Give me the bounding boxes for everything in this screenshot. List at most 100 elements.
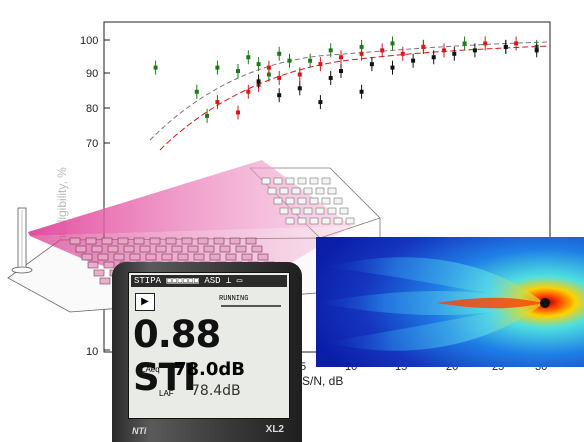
data-point <box>277 75 282 80</box>
data-point <box>328 48 333 53</box>
seat <box>155 245 167 253</box>
data-point <box>339 55 343 60</box>
sti-value: 0.88 STI <box>133 313 221 399</box>
fit-curve <box>149 41 549 141</box>
seat <box>93 269 105 277</box>
data-point <box>236 110 240 115</box>
data-point <box>359 51 364 56</box>
seat <box>309 197 319 205</box>
y-axis: 100 90 80 70 10 <box>80 35 110 358</box>
seat <box>91 245 103 253</box>
data-point <box>236 69 240 74</box>
data-point <box>318 62 323 67</box>
seat <box>321 217 331 225</box>
seat <box>309 177 319 185</box>
seat <box>87 261 99 269</box>
seat <box>297 217 307 225</box>
data-point <box>462 41 467 46</box>
seat <box>267 187 277 195</box>
seat <box>251 245 263 253</box>
seat <box>297 177 307 185</box>
data-point <box>503 44 508 49</box>
data-point <box>308 58 313 63</box>
seat <box>273 197 283 205</box>
sound-field-heatmap <box>316 237 584 367</box>
data-point <box>277 93 282 98</box>
seat <box>123 245 135 253</box>
data-point <box>256 79 261 84</box>
data-point <box>483 41 488 46</box>
seat <box>133 237 145 245</box>
seat <box>285 177 295 185</box>
seat <box>97 253 109 261</box>
seat <box>81 253 93 261</box>
meter-bottom-bezel: NTi XL2 <box>128 420 288 442</box>
seat <box>315 207 325 215</box>
data-point <box>534 48 539 53</box>
seat <box>339 207 349 215</box>
seat <box>113 253 125 261</box>
seat <box>273 177 283 185</box>
data-point <box>380 48 385 53</box>
data-point <box>390 41 395 46</box>
brand-logo: NTi <box>132 426 147 436</box>
seat <box>177 253 189 261</box>
laeq-value: 78.0dB <box>174 359 246 380</box>
data-point <box>359 89 364 94</box>
data-point <box>215 100 220 105</box>
data-point <box>318 100 323 105</box>
seat <box>103 261 115 269</box>
seat <box>321 177 331 185</box>
seat <box>129 253 141 261</box>
y-tick-label: 90 <box>86 68 98 80</box>
seat <box>213 237 225 245</box>
scatter-series <box>153 36 539 123</box>
seat <box>333 197 343 205</box>
play-icon[interactable]: ▶ <box>135 293 155 311</box>
seat <box>107 245 119 253</box>
meter-screen: STIPA ▣▣▣▣▣▣ ASD ⟂ ▭ ▶ RUNNING 0.88 STI … <box>128 272 290 419</box>
data-point <box>431 55 436 60</box>
seat <box>235 245 247 253</box>
seat <box>315 187 325 195</box>
seat <box>225 253 237 261</box>
fit-curve <box>159 45 549 151</box>
seat <box>101 237 113 245</box>
seat <box>303 207 313 215</box>
seat <box>285 197 295 205</box>
seat <box>187 245 199 253</box>
x-tick-label: 5 <box>300 361 306 373</box>
seat <box>117 237 129 245</box>
seat <box>297 197 307 205</box>
y-tick-label: 80 <box>86 103 98 115</box>
progress-bar <box>221 305 281 307</box>
seat <box>279 207 289 215</box>
seat <box>345 217 355 225</box>
seat <box>99 277 111 285</box>
data-point <box>514 41 519 46</box>
model-label: XL2 <box>265 424 284 435</box>
seat <box>303 187 313 195</box>
x-axis-label: S/N, dB <box>302 374 344 388</box>
seat <box>171 245 183 253</box>
seat <box>321 197 331 205</box>
laf-label: LAF <box>159 389 174 398</box>
data-point <box>266 65 271 70</box>
seat <box>75 245 87 253</box>
data-point <box>472 48 477 53</box>
seat <box>165 237 177 245</box>
seat <box>203 245 215 253</box>
data-point <box>215 65 220 70</box>
seat <box>85 237 97 245</box>
seat <box>181 237 193 245</box>
data-point <box>246 89 251 94</box>
seat <box>333 217 343 225</box>
seat <box>149 237 161 245</box>
xl2-meter-device: STIPA ▣▣▣▣▣▣ ASD ⟂ ▭ ▶ RUNNING 0.88 STI … <box>112 262 302 442</box>
data-point <box>369 62 374 67</box>
data-point <box>400 51 405 56</box>
data-point <box>390 65 395 70</box>
data-point <box>442 48 446 53</box>
seat <box>327 187 337 195</box>
data-point <box>452 51 457 56</box>
